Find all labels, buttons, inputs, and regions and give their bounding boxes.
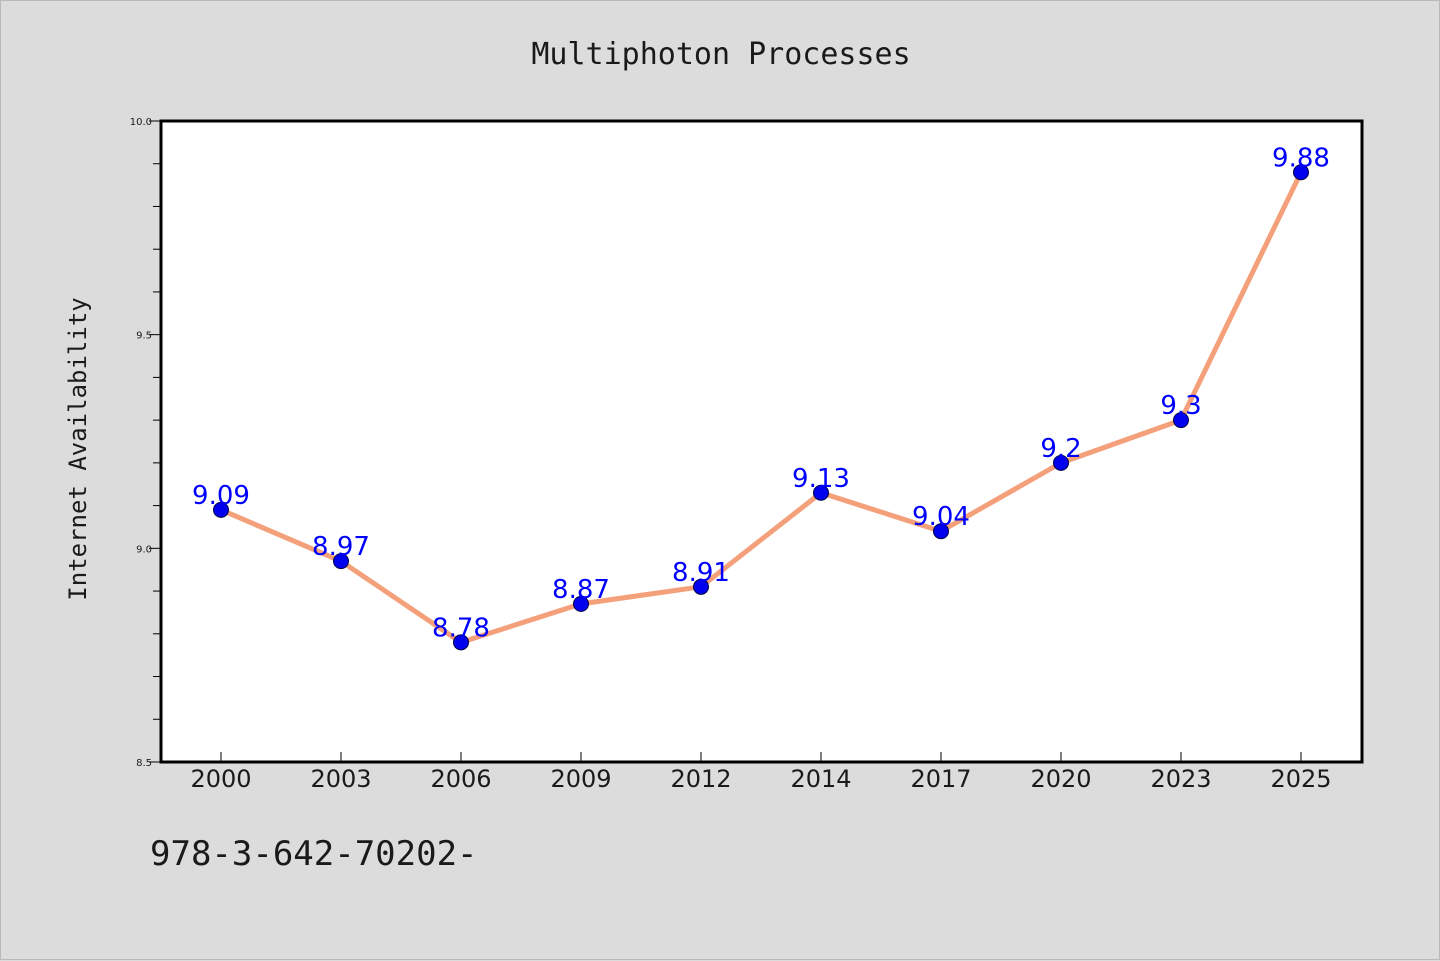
data-point [1293,164,1309,181]
x-tick-label: 2009 [550,765,611,793]
data-label: 8.78 [432,613,490,643]
data-point [1173,412,1189,429]
plot-area [159,119,1364,764]
x-tick-label: 2000 [190,765,251,793]
data-label: 8.97 [312,532,370,562]
y-tick-label: 8.5 [136,758,152,769]
data-label: 8.87 [552,575,610,605]
data-point [933,523,949,540]
data-point [813,484,829,501]
data-label: 9.09 [192,481,250,511]
x-tick-label: 2023 [1150,765,1211,793]
chart-title: Multiphoton Processes [531,37,910,72]
x-tick-label: 2003 [310,765,371,793]
y-tick-label: 10.0 [130,117,152,128]
data-point [213,501,229,518]
x-axis: 2000 2003 2006 2009 2012 2014 2017 2020 2023 2025 [190,752,1332,793]
data-label: 8.91 [672,558,730,588]
footer-text: 978-3-642-70202- [150,834,478,874]
x-tick-label: 2020 [1030,765,1091,793]
x-tick-label: 2017 [910,765,971,793]
data-label: 9.88 [1272,143,1330,173]
y-axis: 8.5 9.0 9.5 10.0 [130,117,161,769]
data-label: 9.2 [1040,434,1081,464]
series-line [218,169,1304,645]
data-point [573,595,589,612]
x-tick-label: 2025 [1270,765,1331,793]
x-tick-label: 2014 [790,765,851,793]
y-tick-label: 9.0 [136,544,152,555]
series-layer: 9.09 8.97 8.78 8.87 8.91 9.13 9.04 9.2 9.3 9.88 [192,143,1330,651]
data-point [453,634,469,651]
x-tick-label: 2006 [430,765,491,793]
data-label: 9.3 [1160,391,1201,421]
y-axis-label: Internet Availability [64,297,92,600]
data-point [693,578,709,595]
x-tick-label: 2012 [670,765,731,793]
data-point [1053,454,1069,471]
data-label: 9.13 [792,464,850,494]
y-tick-label: 9.5 [136,331,152,342]
data-label: 9.04 [912,502,970,532]
data-point [333,553,349,570]
